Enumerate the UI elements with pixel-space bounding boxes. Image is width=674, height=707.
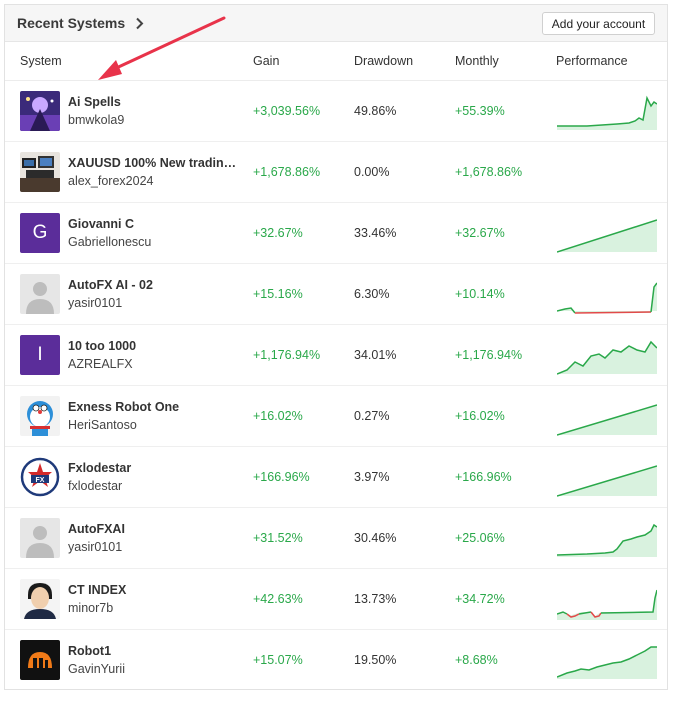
system-user[interactable]: HeriSantoso xyxy=(68,418,137,432)
table-row[interactable]: FX Fxlodestar fxlodestar +166.96% 3.97% … xyxy=(5,447,667,508)
recent-systems-panel: Recent Systems Add your account System G… xyxy=(4,4,668,690)
system-user[interactable]: Gabriellonescu xyxy=(68,235,152,249)
performance-sparkline xyxy=(557,340,657,375)
performance-sparkline xyxy=(557,589,657,620)
fx-star-logo-icon[interactable]: FX xyxy=(20,457,60,497)
drawdown-value: 0.00% xyxy=(354,165,390,179)
add-account-button[interactable]: Add your account xyxy=(542,12,655,35)
gain-value: +3,039.56% xyxy=(253,104,321,118)
table-row[interactable]: Robot1 GavinYurii +15.07% 19.50% +8.68% xyxy=(5,630,667,691)
system-name[interactable]: Exness Robot One xyxy=(68,400,180,414)
monthly-value: +25.06% xyxy=(455,531,505,545)
performance-sparkline xyxy=(557,523,657,557)
default-user-icon[interactable] xyxy=(20,518,60,558)
system-name[interactable]: Robot1 xyxy=(68,644,112,658)
gain-value: +166.96% xyxy=(253,470,310,484)
drawdown-value: 30.46% xyxy=(354,531,397,545)
gain-value: +15.07% xyxy=(253,653,303,667)
column-header-drawdown[interactable]: Drawdown xyxy=(354,54,414,68)
performance-sparkline xyxy=(557,646,657,679)
gain-value: +15.16% xyxy=(253,287,303,301)
system-user[interactable]: bmwkola9 xyxy=(68,113,125,127)
system-name[interactable]: AutoFX AI - 02 xyxy=(68,278,153,292)
performance-sparkline xyxy=(557,404,657,436)
letter-avatar[interactable]: I xyxy=(20,335,60,375)
table-row[interactable]: XAUUSD 100% New trading... alex_forex202… xyxy=(5,142,667,203)
drawdown-value: 3.97% xyxy=(354,470,390,484)
system-name[interactable]: XAUUSD 100% New trading... xyxy=(68,156,240,170)
system-name[interactable]: Giovanni C xyxy=(68,217,134,231)
monthly-value: +166.96% xyxy=(455,470,512,484)
monthly-value: +32.67% xyxy=(455,226,505,240)
gain-value: +31.52% xyxy=(253,531,303,545)
monthly-value: +1,176.94% xyxy=(455,348,523,362)
column-header-performance: Performance xyxy=(556,54,628,68)
chevron-right-icon xyxy=(136,17,144,29)
drawdown-value: 19.50% xyxy=(354,653,397,667)
gain-value: +16.02% xyxy=(253,409,303,423)
ai-spells-icon[interactable] xyxy=(20,91,60,131)
system-user[interactable]: AZREALFX xyxy=(68,357,133,371)
recent-systems-link[interactable]: Recent Systems xyxy=(17,15,145,31)
drawdown-value: 33.46% xyxy=(354,226,397,240)
system-name[interactable]: 10 too 1000 xyxy=(68,339,137,353)
table-row[interactable]: Exness Robot One HeriSantoso +16.02% 0.2… xyxy=(5,386,667,447)
svg-text:FX: FX xyxy=(36,477,45,484)
gain-value: +1,678.86% xyxy=(253,165,321,179)
table-row[interactable]: AutoFXAI yasir0101 +31.52% 30.46% +25.06… xyxy=(5,508,667,569)
drawdown-value: 6.30% xyxy=(354,287,390,301)
system-name[interactable]: CT INDEX xyxy=(68,583,127,597)
default-user-icon[interactable] xyxy=(20,274,60,314)
robot-logo-icon[interactable] xyxy=(20,640,60,680)
performance-sparkline xyxy=(557,95,657,130)
system-user[interactable]: fxlodestar xyxy=(68,479,123,493)
monthly-value: +10.14% xyxy=(455,287,505,301)
system-user[interactable]: alex_forex2024 xyxy=(68,174,154,188)
system-user[interactable]: GavinYurii xyxy=(68,662,125,676)
table-row[interactable]: AutoFX AI - 02 yasir0101 +15.16% 6.30% +… xyxy=(5,264,667,325)
monthly-value: +8.68% xyxy=(455,653,498,667)
column-header-system[interactable]: System xyxy=(20,54,62,68)
drawdown-value: 0.27% xyxy=(354,409,390,423)
monthly-value: +34.72% xyxy=(455,592,505,606)
avatar-letter: G xyxy=(20,213,60,253)
system-user[interactable]: minor7b xyxy=(68,601,114,615)
panel-title: Recent Systems xyxy=(17,15,126,31)
performance-sparkline xyxy=(557,282,657,314)
letter-avatar[interactable]: G xyxy=(20,213,60,253)
drawdown-value: 34.01% xyxy=(354,348,397,362)
doraemon-icon[interactable] xyxy=(20,396,60,436)
performance-sparkline xyxy=(557,465,657,497)
system-name[interactable]: AutoFXAI xyxy=(68,522,125,536)
person-photo-icon[interactable] xyxy=(20,579,60,619)
system-name[interactable]: Fxlodestar xyxy=(68,461,132,475)
gain-value: +32.67% xyxy=(253,226,303,240)
system-user[interactable]: yasir0101 xyxy=(68,296,123,310)
performance-sparkline xyxy=(557,219,657,253)
header-divider xyxy=(5,80,667,81)
monthly-value: +55.39% xyxy=(455,104,505,118)
avatar-letter: I xyxy=(20,335,60,375)
trading-desk-icon[interactable] xyxy=(20,152,60,192)
monthly-value: +1,678.86% xyxy=(455,165,523,179)
table-row[interactable]: Ai Spells bmwkola9 +3,039.56% 49.86% +55… xyxy=(5,81,667,142)
system-name[interactable]: Ai Spells xyxy=(68,95,121,109)
gain-value: +42.63% xyxy=(253,592,303,606)
system-user[interactable]: yasir0101 xyxy=(68,540,123,554)
panel-header: Recent Systems Add your account xyxy=(5,5,667,42)
drawdown-value: 13.73% xyxy=(354,592,397,606)
column-header-monthly[interactable]: Monthly xyxy=(455,54,499,68)
column-header-gain[interactable]: Gain xyxy=(253,54,280,68)
drawdown-value: 49.86% xyxy=(354,104,397,118)
gain-value: +1,176.94% xyxy=(253,348,321,362)
table-row[interactable]: G Giovanni C Gabriellonescu +32.67% 33.4… xyxy=(5,203,667,264)
table-row[interactable]: I 10 too 1000 AZREALFX +1,176.94% 34.01%… xyxy=(5,325,667,386)
table-row[interactable]: CT INDEX minor7b +42.63% 13.73% +34.72% xyxy=(5,569,667,630)
monthly-value: +16.02% xyxy=(455,409,505,423)
